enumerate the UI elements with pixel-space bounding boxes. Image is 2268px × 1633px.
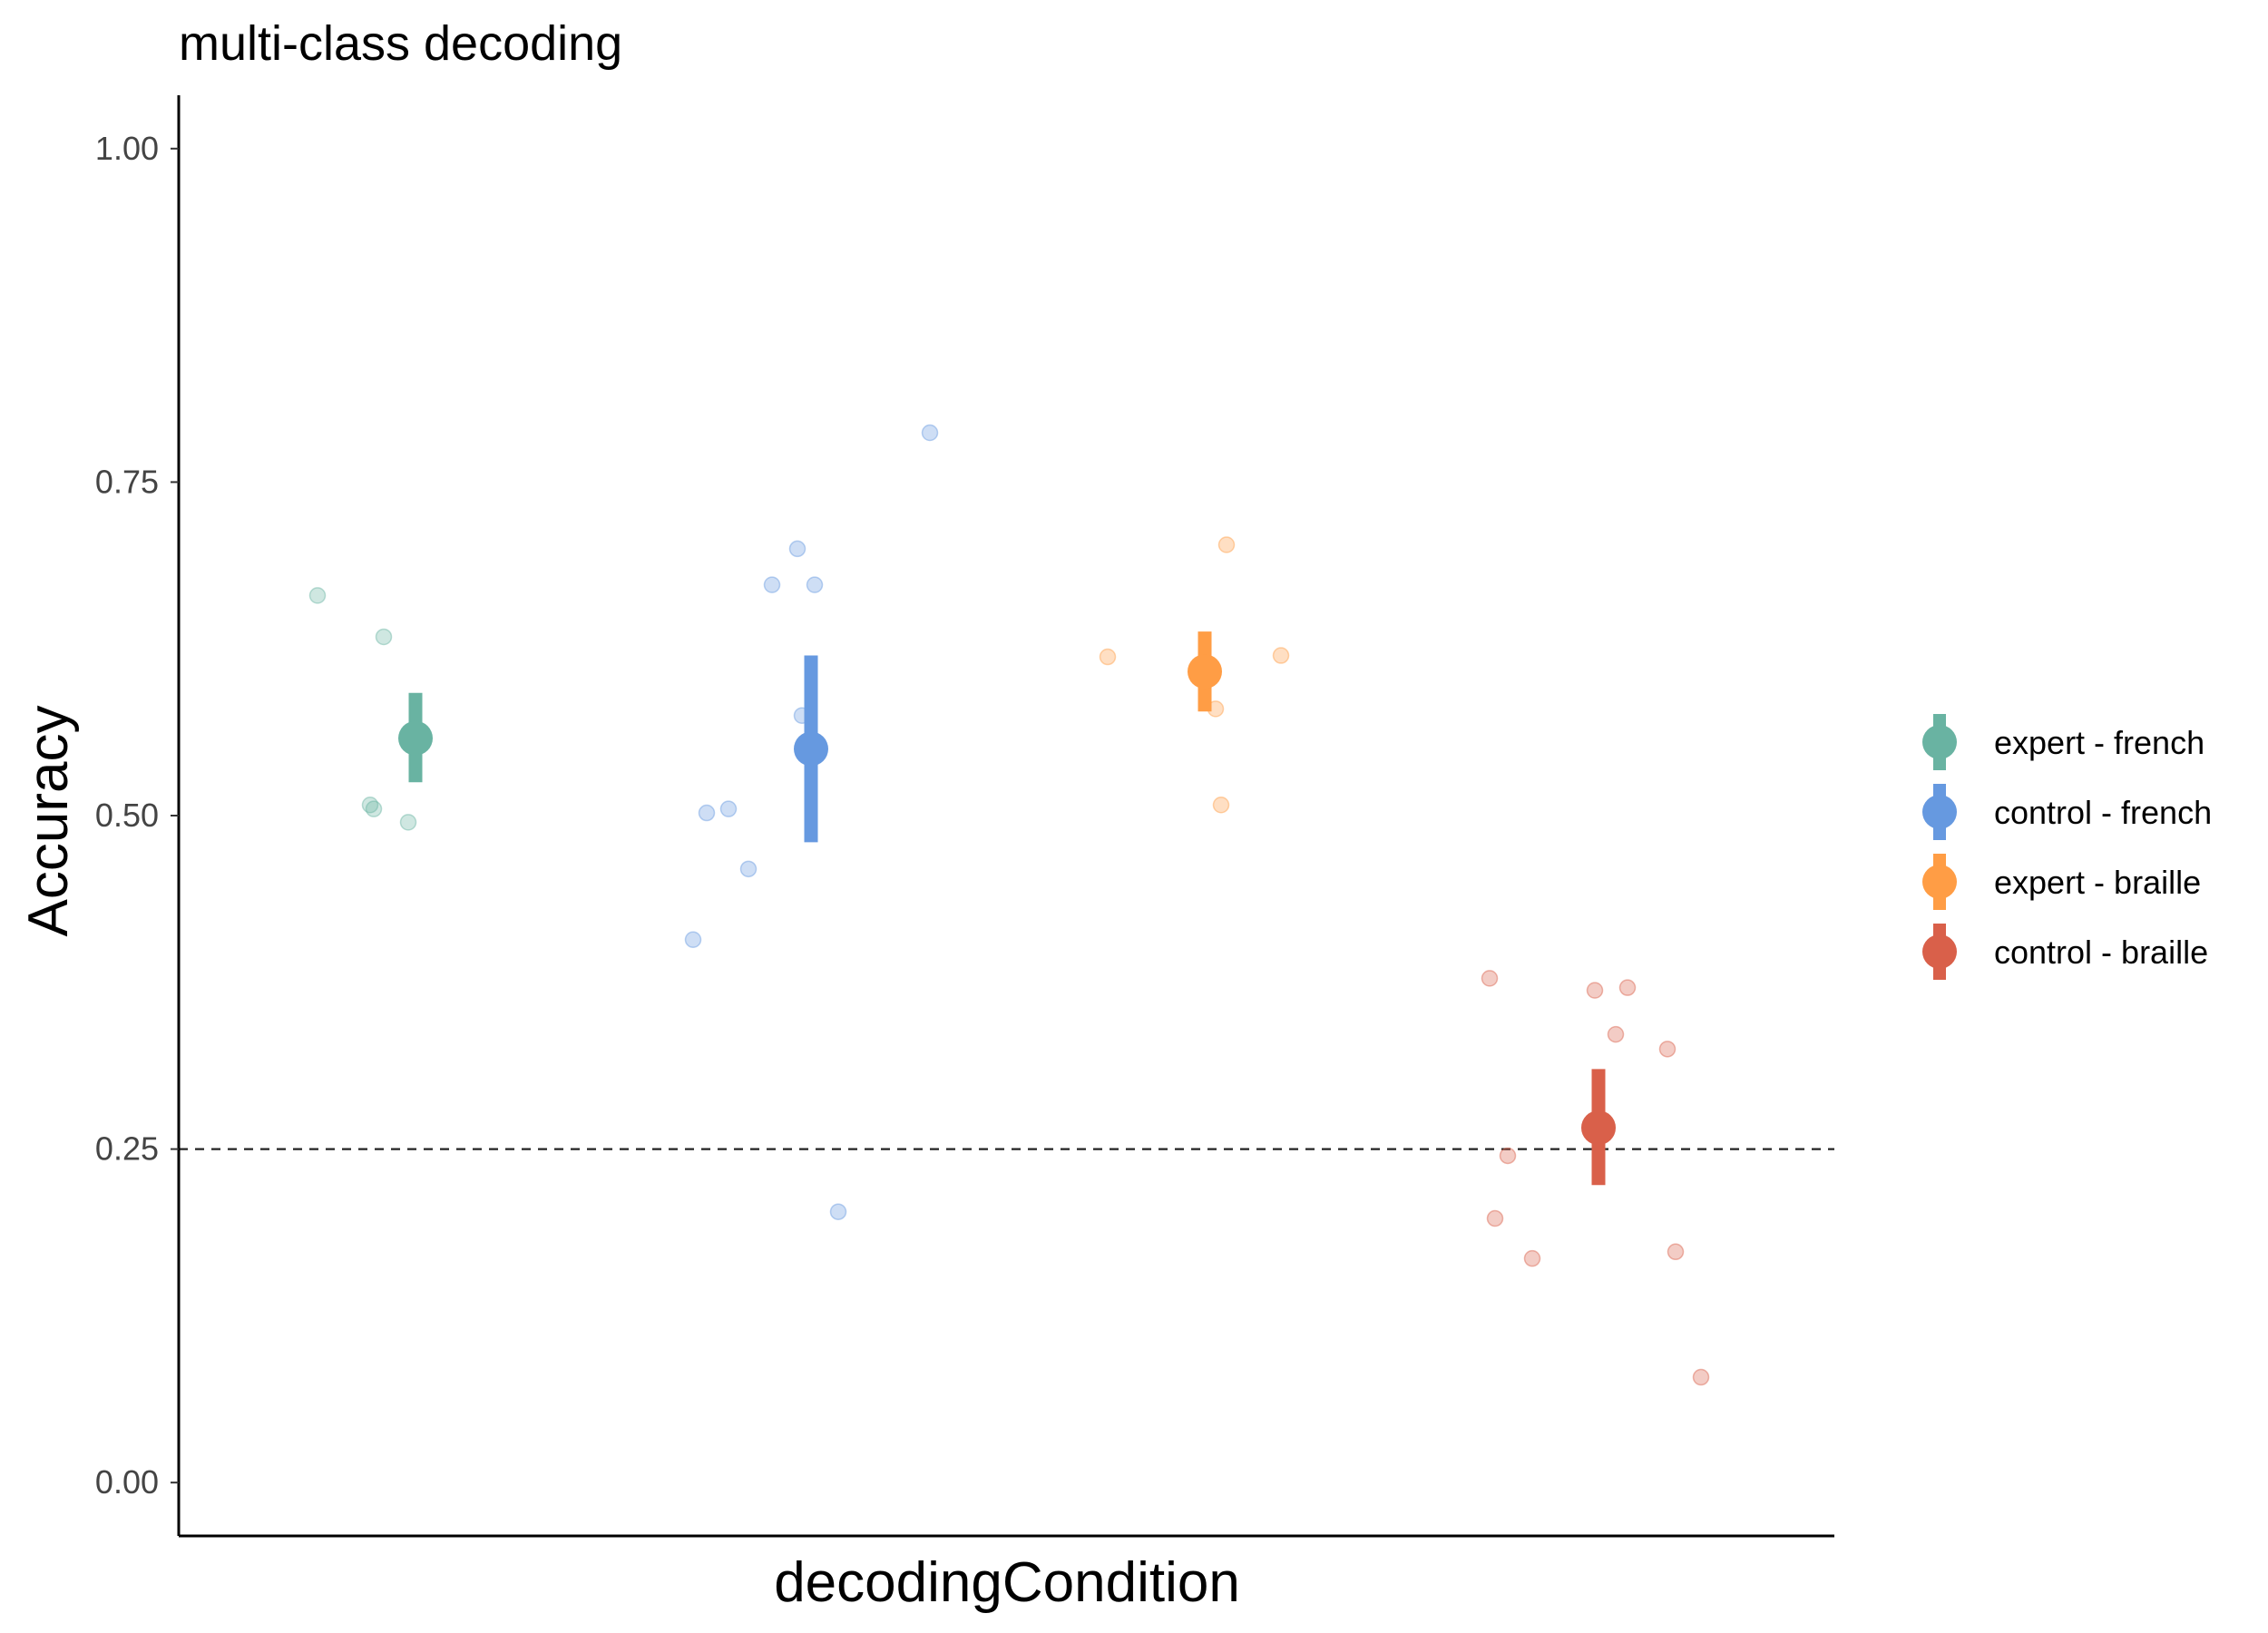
legend-item: expert - braille <box>1922 854 2201 910</box>
chart-title: multi-class decoding <box>179 16 622 71</box>
data-point <box>698 804 716 822</box>
data-point <box>788 540 807 558</box>
y-tick-label: 0.75 <box>95 463 159 500</box>
y-axis-title: Accuracy <box>17 706 80 937</box>
data-point <box>1486 1209 1504 1227</box>
y-tick-label: 0.25 <box>95 1130 159 1168</box>
legend-label: expert - braille <box>1994 864 2201 901</box>
legend-label: expert - french <box>1994 724 2204 761</box>
data-point <box>1212 796 1230 814</box>
data-point <box>361 796 379 814</box>
data-point <box>1272 647 1290 664</box>
data-point <box>1217 536 1236 553</box>
data-point <box>1499 1147 1517 1165</box>
series-expert-french <box>308 587 433 831</box>
legend: expert - french control - french expert - … <box>1922 714 2212 980</box>
legend-key-point <box>1922 865 1957 899</box>
series-expert-braille <box>1099 536 1290 814</box>
data-point <box>806 576 824 593</box>
data-point <box>1692 1368 1710 1386</box>
x-axis-title: decodingCondition <box>774 1551 1240 1614</box>
data-point <box>375 628 393 646</box>
legend-key-point <box>1922 934 1957 969</box>
legend-key-point <box>1922 725 1957 759</box>
mean-point <box>794 731 828 767</box>
data-point <box>1667 1243 1685 1261</box>
legend-label: control - braille <box>1994 934 2208 971</box>
data-point <box>1618 979 1637 996</box>
data-point <box>399 814 417 831</box>
data-point <box>719 800 738 817</box>
y-tick-label: 1.00 <box>95 130 159 167</box>
data-point <box>365 800 383 817</box>
y-tick-label: 0.50 <box>95 797 159 834</box>
mean-point <box>1188 654 1222 689</box>
data-point <box>763 576 781 593</box>
data-point <box>921 424 939 442</box>
series-control-braille <box>1481 970 1710 1386</box>
legend-label: control - french <box>1994 794 2212 831</box>
plot-area <box>179 424 1834 1386</box>
series-control-french <box>684 424 939 1220</box>
data-point <box>739 860 758 878</box>
legend-key-point <box>1922 795 1957 829</box>
legend-item: control - braille <box>1922 924 2208 980</box>
data-point <box>308 587 327 604</box>
mean-point <box>1581 1110 1616 1146</box>
y-axis: 0.00 0.25 0.50 0.75 1.00 <box>95 95 181 1536</box>
data-point <box>684 931 702 948</box>
data-point <box>829 1203 847 1220</box>
legend-item: expert - french <box>1922 714 2204 770</box>
data-point <box>1658 1041 1677 1058</box>
data-point <box>1607 1025 1625 1043</box>
legend-item: control - french <box>1922 784 2212 840</box>
data-point <box>1481 970 1499 987</box>
data-point <box>1099 648 1117 666</box>
mean-point <box>398 720 433 756</box>
y-tick-label: 0.00 <box>95 1463 159 1501</box>
data-point <box>1586 982 1604 999</box>
data-point <box>1523 1249 1541 1267</box>
